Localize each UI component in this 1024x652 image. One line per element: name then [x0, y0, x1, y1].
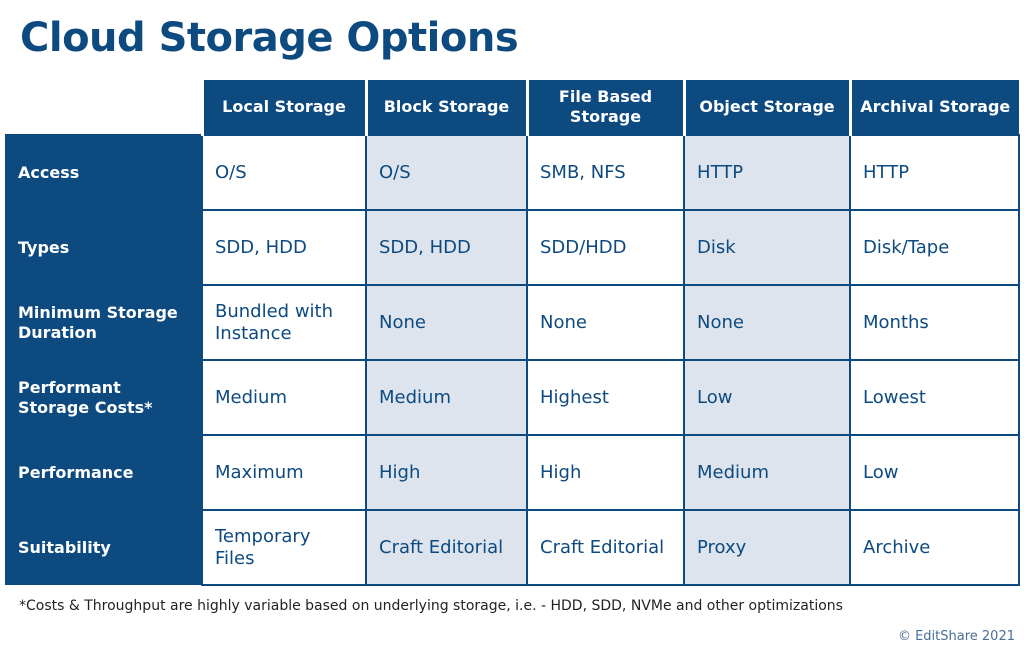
row-header-types: Types	[5, 209, 202, 285]
table-cell: Maximum	[201, 434, 367, 511]
table-cell: Medium	[683, 434, 851, 511]
table-cell: Lowest	[849, 359, 1020, 436]
table-row-types: Types SDD, HDD SDD, HDD SDD/HDD Disk Dis…	[5, 209, 1020, 286]
column-header-archival-storage: Archival Storage	[848, 80, 1019, 135]
table-cell: Temporary Files	[201, 509, 367, 586]
table-cell: O/S	[365, 134, 528, 211]
table-cell: O/S	[201, 134, 367, 211]
row-header-suitability: Suitability	[5, 509, 202, 585]
table-row-suitability: Suitability Temporary Files Craft Editor…	[5, 509, 1020, 586]
table-cell: Proxy	[683, 509, 851, 586]
column-header-object-storage: Object Storage	[682, 80, 850, 135]
table-cell: Medium	[201, 359, 367, 436]
table-cell: Disk	[683, 209, 851, 286]
table-cell: Craft Editorial	[526, 509, 685, 586]
table-cell: None	[683, 284, 851, 361]
row-header-performant-storage-costs: Performant Storage Costs*	[5, 359, 202, 435]
table-cell: Bundled with Instance	[201, 284, 367, 361]
footnote: *Costs & Throughput are highly variable …	[19, 598, 843, 614]
row-header-minimum-storage-duration: Minimum Storage Duration	[5, 284, 202, 360]
table-cell: SDD/HDD	[526, 209, 685, 286]
table-cell: High	[526, 434, 685, 511]
table-cell: SDD, HDD	[201, 209, 367, 286]
column-header-local-storage: Local Storage	[200, 80, 366, 135]
table-cell: SMB, NFS	[526, 134, 685, 211]
page-title: Cloud Storage Options	[20, 15, 519, 61]
table-cell: HTTP	[683, 134, 851, 211]
table-cell: None	[365, 284, 528, 361]
copyright-notice: © EditShare 2021	[897, 629, 1015, 644]
table-cell: Months	[849, 284, 1020, 361]
table-header-row: Local Storage Block Storage File Based S…	[5, 80, 1019, 135]
row-header-performance: Performance	[5, 434, 202, 510]
table-cell: High	[365, 434, 528, 511]
table-cell: Low	[683, 359, 851, 436]
table-cell: Craft Editorial	[365, 509, 528, 586]
table-row-performance: Performance Maximum High High Medium Low	[5, 434, 1020, 511]
table-corner-cell	[5, 80, 202, 135]
column-header-block-storage: Block Storage	[364, 80, 527, 135]
table-row-access: Access O/S O/S SMB, NFS HTTP HTTP	[5, 134, 1020, 211]
storage-comparison-table: Local Storage Block Storage File Based S…	[5, 80, 1020, 586]
table-cell: Highest	[526, 359, 685, 436]
column-header-file-based-storage: File Based Storage	[525, 80, 684, 135]
row-header-access: Access	[5, 134, 202, 210]
table-cell: HTTP	[849, 134, 1020, 211]
table-row-performant-storage-costs: Performant Storage Costs* Medium Medium …	[5, 359, 1020, 436]
table-row-minimum-storage-duration: Minimum Storage Duration Bundled with In…	[5, 284, 1020, 361]
table-cell: Medium	[365, 359, 528, 436]
table-cell: Disk/Tape	[849, 209, 1020, 286]
table-cell: SDD, HDD	[365, 209, 528, 286]
table-cell: None	[526, 284, 685, 361]
table-cell: Low	[849, 434, 1020, 511]
table-cell: Archive	[849, 509, 1020, 586]
